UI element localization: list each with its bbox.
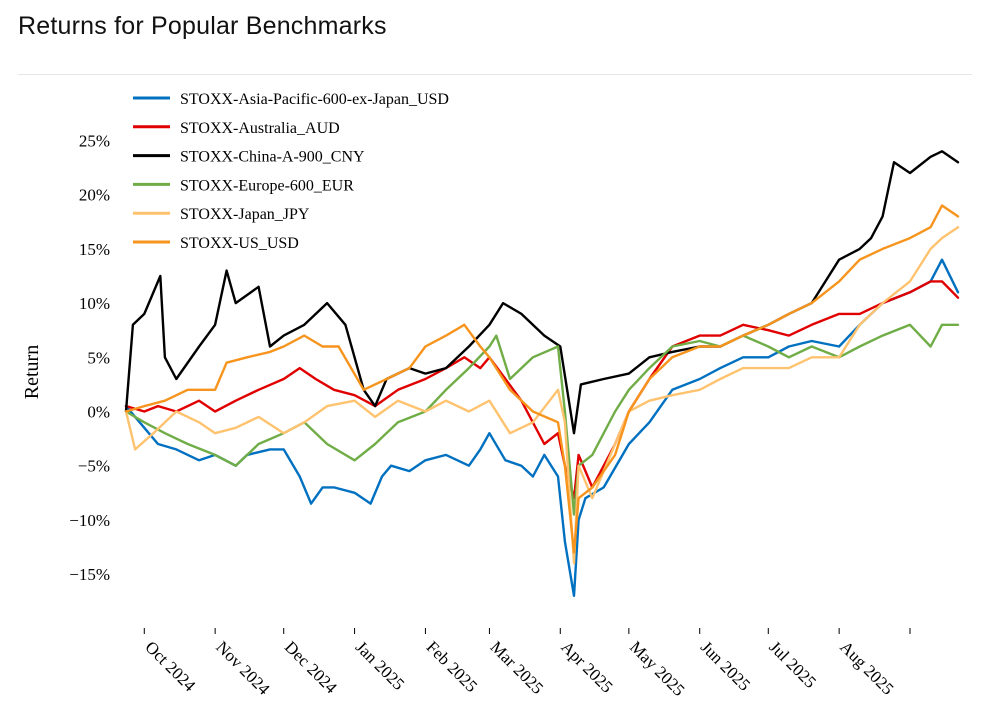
y-tick-label: 20% xyxy=(79,186,110,205)
y-tick-label: 5% xyxy=(87,348,110,367)
legend-label: STOXX-Australia_AUD xyxy=(180,120,340,137)
series-line-2 xyxy=(124,150,960,435)
y-tick-label: 15% xyxy=(79,240,110,259)
y-tick-label: −10% xyxy=(69,511,110,530)
x-tick-label: Nov 2024 xyxy=(212,637,274,699)
x-tick-label: Apr 2025 xyxy=(557,637,616,696)
legend-label: STOXX-Europe-600_EUR xyxy=(180,177,354,194)
title-divider xyxy=(18,74,972,75)
x-tick-label: Aug 2025 xyxy=(836,637,897,698)
x-tick-label: Oct 2024 xyxy=(141,637,199,695)
y-tick-label: −5% xyxy=(78,457,110,476)
x-tick-label: May 2025 xyxy=(626,637,689,700)
page-title: Returns for Popular Benchmarks xyxy=(18,12,387,40)
y-tick-label: −15% xyxy=(69,565,110,584)
y-tick-label: 10% xyxy=(79,294,110,313)
x-tick-label: Jan 2025 xyxy=(352,637,409,694)
x-tick-label: Feb 2025 xyxy=(423,637,482,696)
legend-label: STOXX-US_USD xyxy=(180,235,299,252)
legend-label: STOXX-China-A-900_CNY xyxy=(180,149,365,166)
x-tick-label: Dec 2024 xyxy=(281,637,341,697)
series-line-5 xyxy=(124,204,960,554)
y-tick-label: 0% xyxy=(87,403,110,422)
x-tick-label: Mar 2025 xyxy=(487,637,548,698)
y-axis-label: Return xyxy=(21,345,43,399)
series-line-4 xyxy=(124,225,960,565)
legend-label: STOXX-Japan_JPY xyxy=(180,206,310,223)
series-line-3 xyxy=(124,323,960,516)
series-line-0 xyxy=(124,258,960,597)
x-tick-label: Jun 2025 xyxy=(697,637,754,694)
legend-label: STOXX-Asia-Pacific-600-ex-Japan_USD xyxy=(180,91,449,108)
series-line-1 xyxy=(124,280,960,500)
x-tick-label: Jul 2025 xyxy=(765,637,820,692)
y-tick-label: 25% xyxy=(79,132,110,151)
